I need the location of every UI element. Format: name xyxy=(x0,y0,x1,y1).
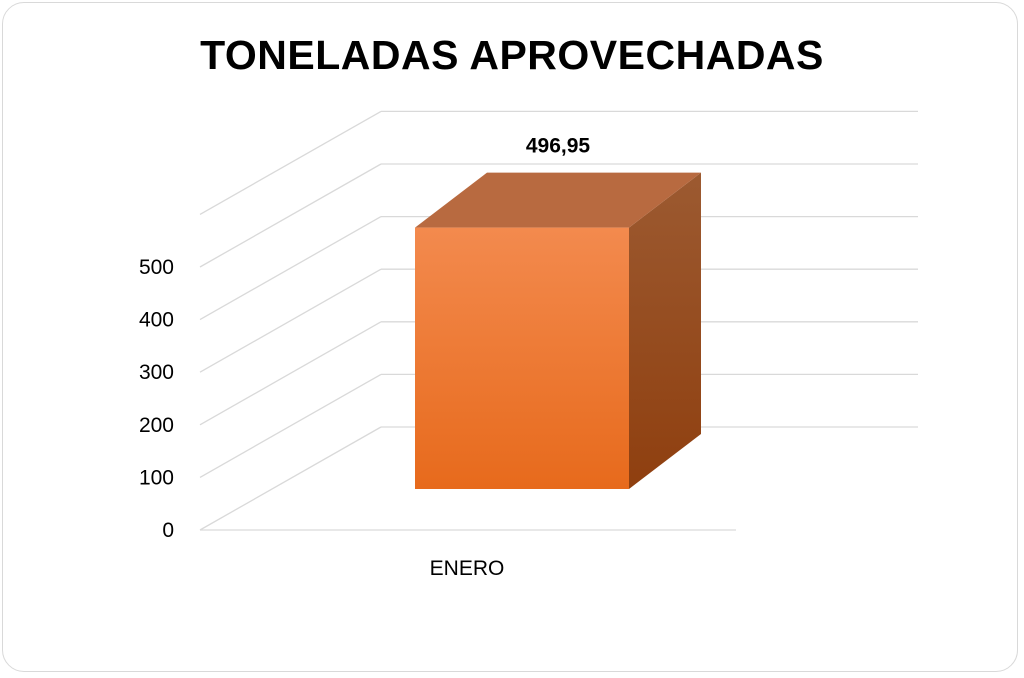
bar-side-face xyxy=(629,172,701,489)
gridline-diagonal xyxy=(199,110,382,215)
y-tick-label: 300 xyxy=(139,361,174,384)
y-tick-label: 500 xyxy=(139,256,174,279)
gridline-diagonal xyxy=(199,163,382,268)
y-tick-label: 200 xyxy=(139,414,174,437)
labels: 496,95 ENERO xyxy=(430,135,591,580)
bar-front-face xyxy=(415,227,629,489)
gridline-diagonal xyxy=(199,321,382,426)
y-axis-ticks: 0 100 200 300 400 500 xyxy=(139,256,174,542)
y-tick-label: 0 xyxy=(162,519,174,542)
y-tick-label: 100 xyxy=(139,466,174,489)
gridline-diagonal xyxy=(199,268,382,373)
bars xyxy=(415,172,701,489)
gridline-diagonal xyxy=(199,216,382,321)
data-label: 496,95 xyxy=(526,135,591,158)
y-tick-label: 400 xyxy=(139,309,174,332)
gridline-diagonal xyxy=(199,373,382,478)
bar-top-face xyxy=(415,172,701,228)
gridline-diagonal xyxy=(199,426,382,531)
category-label: ENERO xyxy=(430,557,505,580)
chart-title: TONELADAS APROVECHADAS xyxy=(200,32,824,78)
